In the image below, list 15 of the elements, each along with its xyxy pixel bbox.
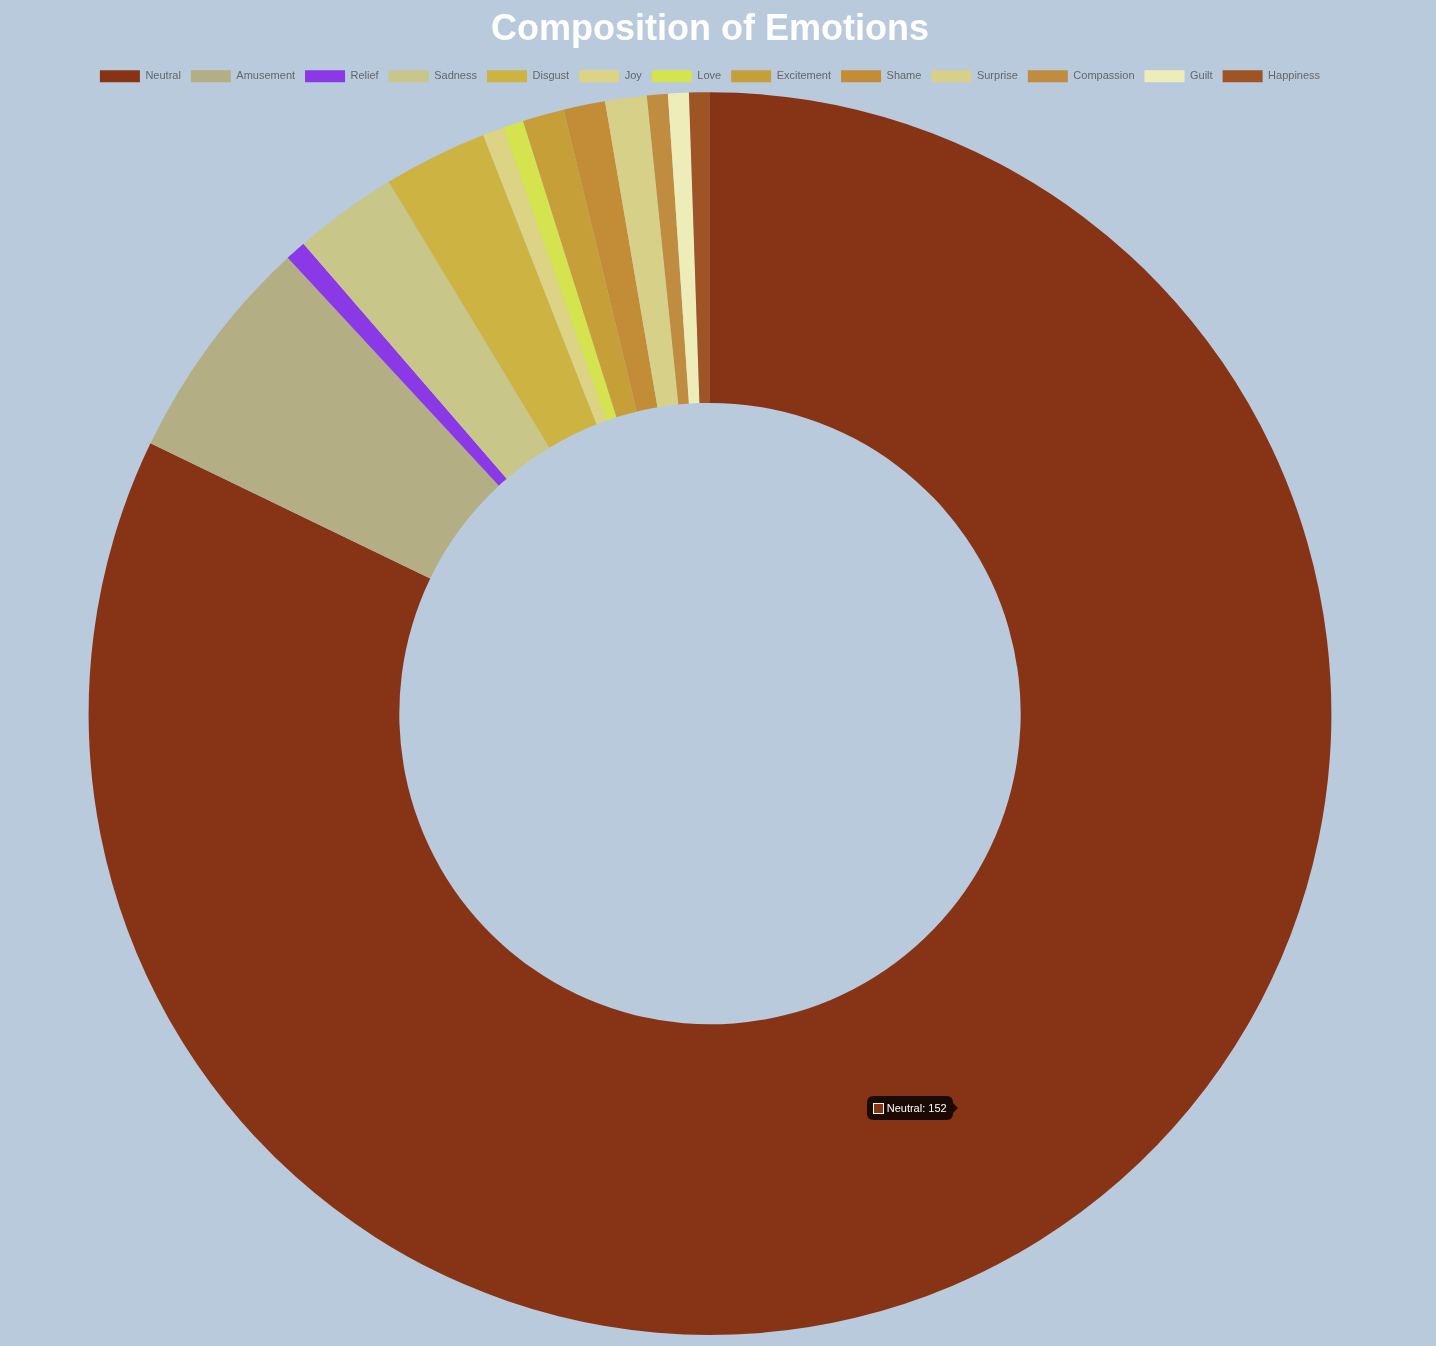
- chart-title: Composition of Emotions: [491, 6, 929, 48]
- legend-label: Compassion: [1073, 69, 1135, 82]
- legend-label: Guilt: [1190, 69, 1213, 82]
- legend-label: Neutral: [145, 69, 181, 82]
- legend-label: Surprise: [976, 69, 1018, 82]
- legend-label: Sadness: [434, 69, 478, 82]
- legend-label: Amusement: [236, 69, 296, 82]
- legend-label: Relief: [350, 69, 380, 82]
- legend-label: Love: [697, 69, 722, 82]
- legend-label: Excitement: [776, 69, 832, 82]
- legend-label: Disgust: [532, 69, 570, 82]
- legend-label: Joy: [624, 69, 643, 82]
- legend-label: Happiness: [1268, 69, 1321, 82]
- legend-label: Shame: [886, 69, 922, 82]
- data-label: Neutral: 152: [886, 1102, 947, 1115]
